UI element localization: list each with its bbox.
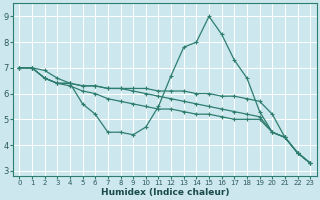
X-axis label: Humidex (Indice chaleur): Humidex (Indice chaleur) [100,188,229,197]
